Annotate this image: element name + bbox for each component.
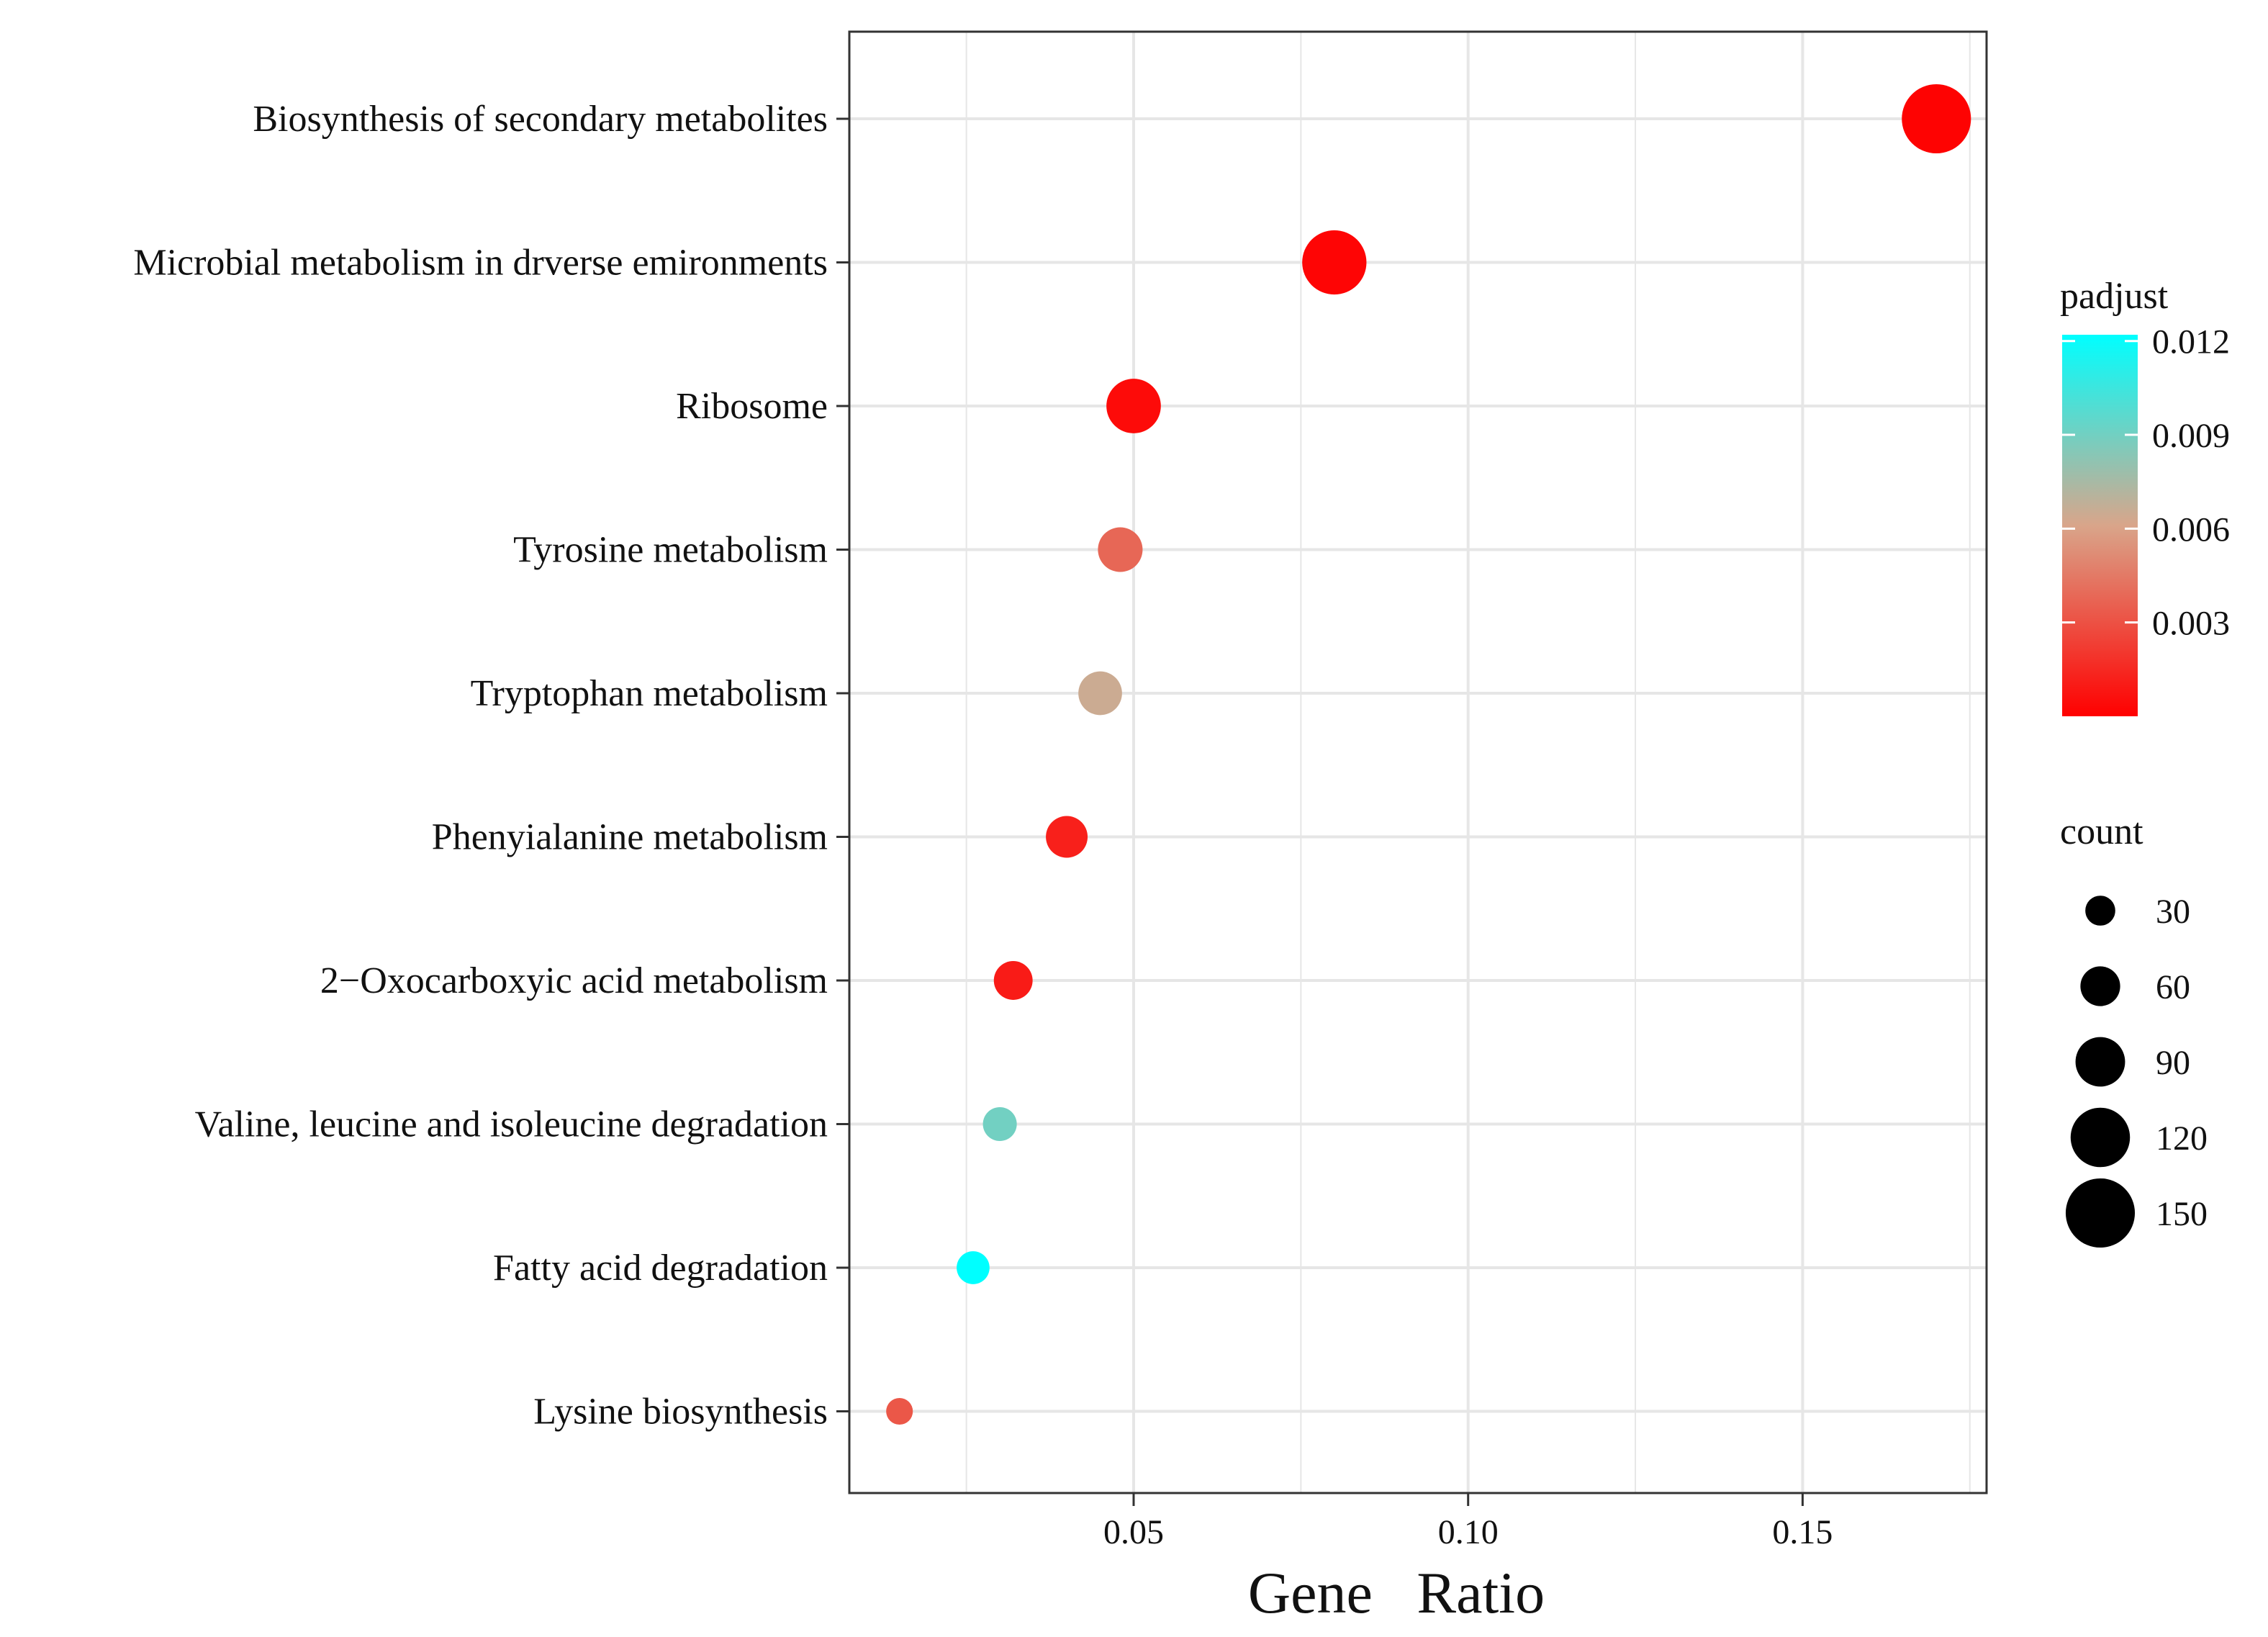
padjust-color-bar <box>2062 335 2138 716</box>
size-legend-dot <box>2065 1178 2136 1248</box>
data-point <box>1078 671 1122 716</box>
count-legend-entries: 30 60 90 120 150 <box>2065 893 2208 1248</box>
y-tick-label: 2−Oxocarboxyic acid metabolism <box>320 960 828 1001</box>
data-point <box>957 1251 990 1284</box>
data-point <box>1902 84 1971 154</box>
size-legend-dot <box>2075 1037 2125 1087</box>
size-legend-label: 120 <box>2156 1119 2208 1158</box>
data-point <box>1098 527 1143 572</box>
data-point <box>993 961 1033 1000</box>
size-legend-label: 90 <box>2156 1044 2190 1082</box>
y-tick-label: Lysine biosynthesis <box>533 1392 828 1433</box>
count-size-legend: count 30 60 90 120 150 <box>2060 811 2208 1248</box>
x-tick-label: 0.15 <box>1772 1513 1833 1551</box>
size-legend-dot <box>2085 896 2115 926</box>
x-tick-label: 0.05 <box>1103 1513 1164 1551</box>
padjust-color-legend: padjust 0.003 0.006 0.009 0.012 <box>2060 276 2230 716</box>
count-legend-title: count <box>2060 811 2143 852</box>
size-legend-label: 60 <box>2156 968 2190 1006</box>
x-axis-title: Gene Ratio <box>1248 1560 1545 1625</box>
size-legend-label: 30 <box>2156 893 2190 931</box>
color-legend-label: 0.006 <box>2152 510 2230 549</box>
y-tick-label: Tryptophan metabolism <box>471 673 828 714</box>
y-tick-label: Biosynthesis of secondary metabolites <box>253 99 828 140</box>
grid-lines <box>849 32 1987 1493</box>
y-tick-label: Fatty acid degradation <box>493 1248 828 1289</box>
x-tick-label: 0.10 <box>1438 1513 1499 1551</box>
data-points <box>886 84 1971 1425</box>
y-tick-label: Ribosome <box>676 386 828 427</box>
panel-border <box>848 30 1988 1494</box>
size-legend-dot <box>2080 966 2120 1006</box>
data-point <box>1106 379 1161 433</box>
data-point <box>1046 816 1088 858</box>
size-legend-dot <box>2070 1107 2131 1168</box>
color-legend-label: 0.009 <box>2152 417 2230 455</box>
y-tick-label: Tyrosine metabolism <box>513 530 828 571</box>
padjust-legend-title: padjust <box>2060 276 2169 317</box>
y-tick-label: Valine, leucine and isoleucine degradati… <box>195 1104 828 1145</box>
data-point <box>982 1106 1017 1142</box>
data-point <box>1302 230 1367 295</box>
color-legend-label: 0.012 <box>2152 323 2230 361</box>
y-tick-label: Phenyialanine metabolism <box>432 817 828 858</box>
size-legend-label: 150 <box>2156 1195 2208 1233</box>
color-legend-label: 0.003 <box>2152 605 2230 643</box>
axes: Biosynthesis of secondary metabolites Mic… <box>133 99 1833 1551</box>
padjust-legend-ticks: 0.003 0.006 0.009 0.012 <box>2062 323 2230 643</box>
y-tick-label: Microbial metabolism in drverse emironme… <box>133 243 828 284</box>
data-point <box>886 1397 913 1425</box>
